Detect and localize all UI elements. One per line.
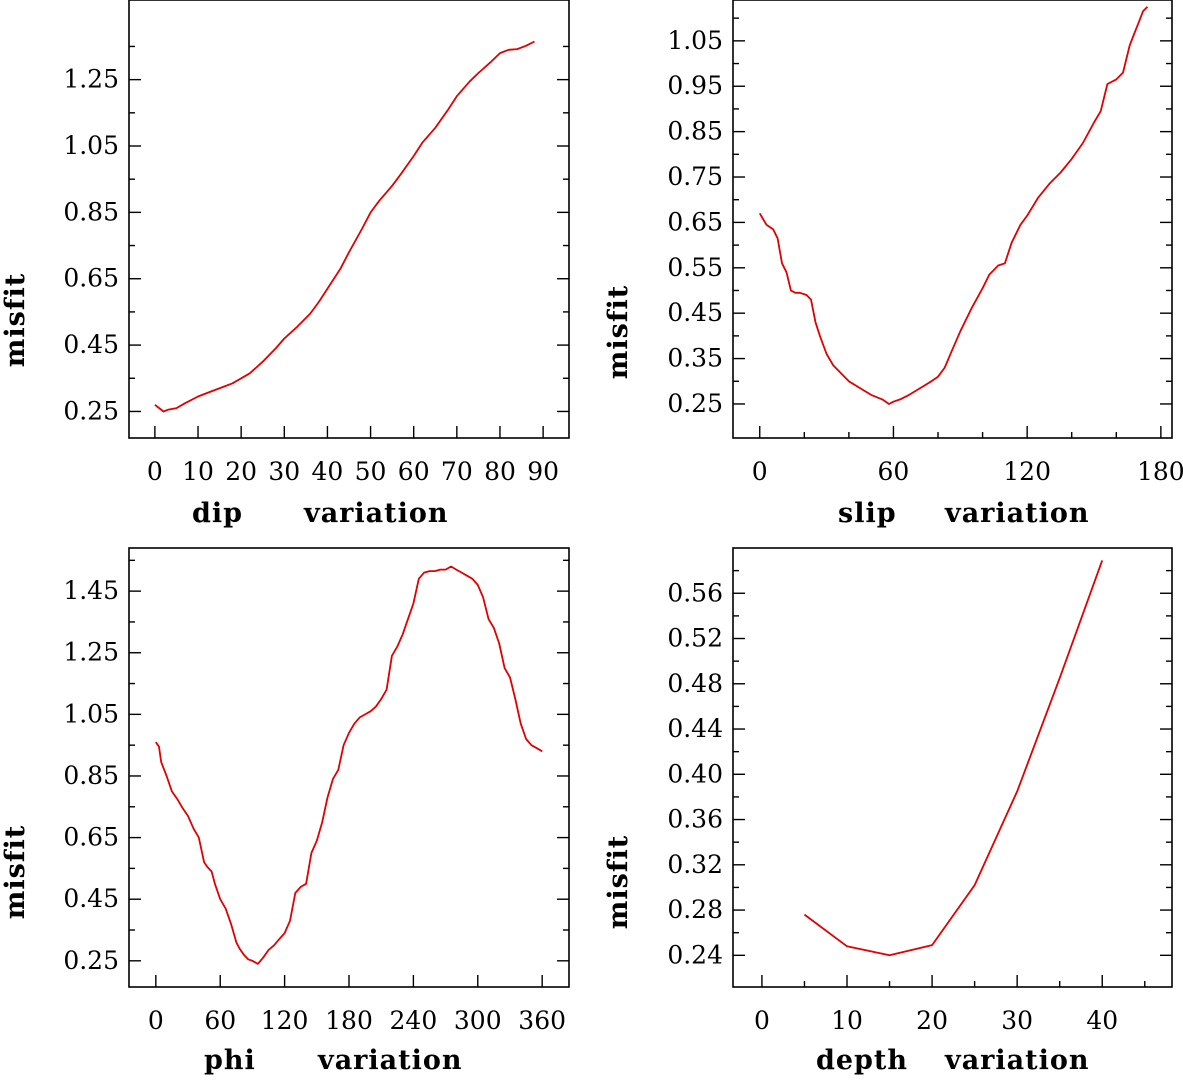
y-tick-label: 0.25 bbox=[63, 396, 119, 425]
y-tick-label: 0.45 bbox=[63, 330, 119, 359]
x-tick-label: 60 bbox=[398, 457, 430, 486]
x-tick-label: 0 bbox=[754, 1006, 770, 1035]
x-tick-label: 120 bbox=[1003, 457, 1051, 486]
y-tick-label: 0.36 bbox=[667, 805, 723, 834]
y-tick-label: 1.05 bbox=[63, 699, 119, 728]
x-tick-label: 10 bbox=[831, 1006, 863, 1035]
y-tick-label: 0.28 bbox=[667, 895, 723, 924]
x-tick-label: 60 bbox=[204, 1006, 236, 1035]
x-tick-label: 60 bbox=[878, 457, 910, 486]
y-tick-label: 0.75 bbox=[667, 162, 723, 191]
x-tick-label: 20 bbox=[225, 457, 257, 486]
misfit-series-line bbox=[155, 565, 543, 965]
y-axis-label: misfit bbox=[0, 273, 31, 367]
y-tick-label: 0.56 bbox=[667, 578, 723, 607]
y-tick-label: 0.65 bbox=[63, 264, 119, 293]
misfit-series-line bbox=[803, 560, 1104, 957]
panel-phi: 0.25 0.45 0.65 0.85 1.05 1.25 1.45 0 60 120 180 240… bbox=[0, 547, 570, 1076]
misfit-series-line bbox=[758, 6, 1149, 405]
x-tick-label: 180 bbox=[1137, 457, 1183, 486]
y-tick-label: 0.35 bbox=[667, 344, 723, 373]
x-axis-label-variable: dip bbox=[192, 498, 243, 529]
y-tick-label: 0.32 bbox=[667, 850, 723, 879]
x-tick-label: 0 bbox=[148, 1006, 164, 1035]
y-tick-label: 0.95 bbox=[667, 71, 723, 100]
y-tick-label: 0.65 bbox=[63, 823, 119, 852]
y-tick-label: 0.25 bbox=[63, 946, 119, 975]
y-tick-label: 0.85 bbox=[667, 117, 723, 146]
x-tick-label: 240 bbox=[390, 1006, 438, 1035]
y-tick-label: 0.45 bbox=[63, 884, 119, 913]
y-tick-label: 0.65 bbox=[667, 207, 723, 236]
x-tick-label: 40 bbox=[312, 457, 344, 486]
x-tick-label: 0 bbox=[147, 457, 163, 486]
x-tick-label: 70 bbox=[441, 457, 473, 486]
y-axis-label: misfit bbox=[603, 285, 634, 379]
panel-dip: 0.25 0.45 0.65 0.85 1.05 1.25 0 10 20 30 40 50 60 70 8… bbox=[0, 0, 570, 529]
plot-frame bbox=[732, 0, 1173, 439]
x-tick-label: 20 bbox=[916, 1006, 948, 1035]
x-tick-label: 360 bbox=[518, 1006, 566, 1035]
y-axis-label: misfit bbox=[603, 835, 634, 929]
y-tick-label: 1.05 bbox=[63, 131, 119, 160]
y-tick-label: 1.25 bbox=[63, 65, 119, 94]
y-tick-label: 0.85 bbox=[63, 197, 119, 226]
x-tick-label: 180 bbox=[325, 1006, 373, 1035]
x-tick-label: 300 bbox=[454, 1006, 502, 1035]
plot-frame bbox=[732, 547, 1173, 988]
y-tick-label: 1.25 bbox=[63, 638, 119, 667]
x-tick-label: 40 bbox=[1086, 1006, 1118, 1035]
panel-slip: 0.25 0.35 0.45 0.55 0.65 0.75 0.85 0.95 1.05 0 60 1… bbox=[603, 0, 1183, 529]
x-tick-label: 30 bbox=[268, 457, 300, 486]
y-tick-label: 0.48 bbox=[667, 669, 723, 698]
y-tick-label: 0.25 bbox=[667, 389, 723, 418]
x-tick-label: 90 bbox=[527, 457, 559, 486]
x-axis-label-variable: slip bbox=[838, 498, 897, 529]
x-axis-label-word: variation bbox=[944, 1045, 1090, 1076]
y-tick-label: 0.52 bbox=[667, 624, 723, 653]
y-tick-label: 0.24 bbox=[667, 940, 723, 969]
misfit-series-line bbox=[154, 40, 535, 413]
y-tick-label: 0.45 bbox=[667, 298, 723, 327]
y-tick-label: 0.85 bbox=[63, 761, 119, 790]
y-tick-label: 0.55 bbox=[667, 253, 723, 282]
y-tick-label: 1.45 bbox=[63, 576, 119, 605]
x-tick-label: 50 bbox=[355, 457, 387, 486]
x-axis-label-word: variation bbox=[944, 498, 1090, 529]
x-tick-label: 30 bbox=[1001, 1006, 1033, 1035]
x-tick-label: 0 bbox=[752, 457, 768, 486]
x-axis-label-variable: phi bbox=[204, 1045, 256, 1076]
y-tick-label: 0.44 bbox=[667, 714, 723, 743]
x-axis-label-word: variation bbox=[303, 498, 449, 529]
plot-frame bbox=[128, 0, 570, 439]
panel-depth: 0.24 0.28 0.32 0.36 0.40 0.44 0.48 0.52 0.56 0 10 2… bbox=[603, 547, 1173, 1076]
x-tick-label: 120 bbox=[261, 1006, 309, 1035]
x-tick-label: 10 bbox=[182, 457, 214, 486]
y-tick-label: 0.40 bbox=[667, 759, 723, 788]
y-axis-label: misfit bbox=[0, 825, 31, 919]
x-tick-label: 80 bbox=[484, 457, 516, 486]
y-tick-label: 1.05 bbox=[667, 26, 723, 55]
x-axis-label-variable: depth bbox=[816, 1045, 908, 1076]
x-axis-label-word: variation bbox=[317, 1045, 463, 1076]
plot-frame bbox=[128, 547, 570, 988]
